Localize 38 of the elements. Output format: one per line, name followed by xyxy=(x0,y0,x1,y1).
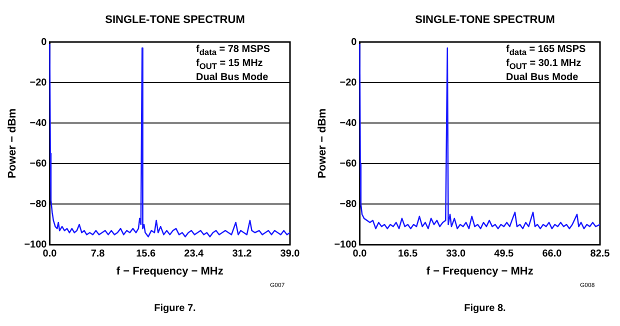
annotation: f$_{OUT}$ = 15 MHz xyxy=(196,58,264,72)
annotation: f$_{data}$ = 78 MSPS xyxy=(196,44,270,58)
annotation: Dual Bus Mode xyxy=(196,72,270,83)
x-tick-label: 23.4 xyxy=(184,248,204,260)
x-tick-label: 16.5 xyxy=(398,248,418,260)
y-tick-label: −100 xyxy=(24,240,48,251)
x-tick-label: 82.5 xyxy=(590,248,610,260)
x-axis-title: f − Frequency − MHz xyxy=(116,265,224,278)
y-tick-label: −100 xyxy=(334,240,358,251)
x-tick-label: 0.0 xyxy=(352,248,368,260)
y-tick-label: −60 xyxy=(30,158,48,170)
x-axis-title: f − Frequency − MHz xyxy=(426,265,534,278)
y-tick-label: −60 xyxy=(340,158,358,170)
caption: Figure 7. xyxy=(153,303,197,314)
annotation: Dual Bus Mode xyxy=(506,72,580,83)
x-tick-label: 31.2 xyxy=(232,248,252,260)
y-axis-title: Power − dBm xyxy=(316,108,329,178)
x-tick-label: 0.0 xyxy=(42,248,58,260)
x-tick-label: 49.5 xyxy=(494,248,514,260)
caption: Figure 8. xyxy=(463,303,507,314)
annotation: f$_{data}$ = 165 MSPS xyxy=(506,44,586,58)
y-tick-label: −80 xyxy=(30,198,48,210)
x-tick-label: 66.0 xyxy=(542,248,562,260)
y-tick-label: 0 xyxy=(41,36,48,48)
y-tick-label: −20 xyxy=(340,77,358,88)
y-tick-label: −80 xyxy=(340,198,358,210)
y-axis-title: Power − dBm xyxy=(6,108,19,178)
x-tick-label: 7.8 xyxy=(90,248,106,260)
x-tick-label: 33.0 xyxy=(446,248,466,260)
chart-title: SINGLE-TONE SPECTRUM xyxy=(104,14,246,26)
annotation: f$_{OUT}$ = 30.1 MHz xyxy=(506,58,582,72)
chart-title: SINGLE-TONE SPECTRUM xyxy=(414,14,556,26)
x-tick-label: 15.6 xyxy=(136,248,156,260)
y-tick-label: −40 xyxy=(30,118,48,129)
y-tick-label: 0 xyxy=(351,36,358,48)
y-tick-label: −40 xyxy=(340,118,358,129)
y-tick-label: −20 xyxy=(30,77,48,88)
x-tick-label: 39.0 xyxy=(280,248,300,260)
